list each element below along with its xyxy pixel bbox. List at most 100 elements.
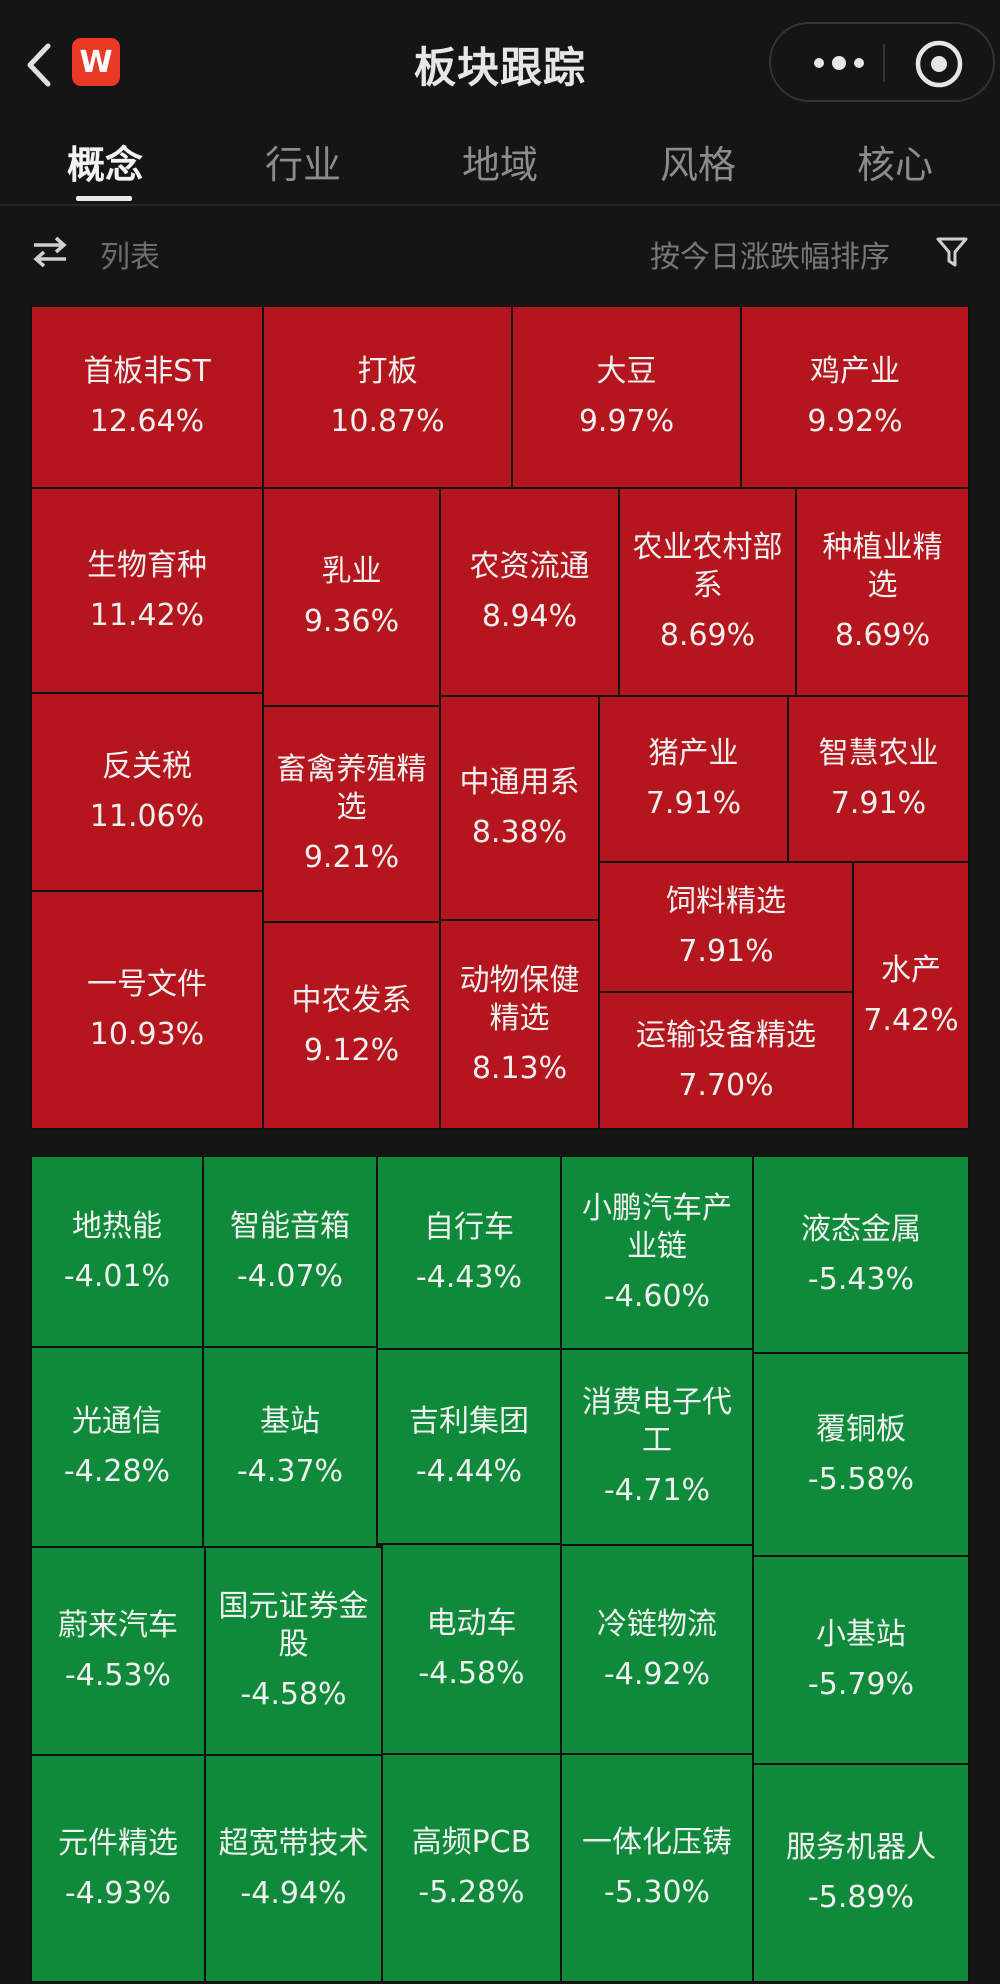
sector-name: 首板非ST [83, 354, 211, 389]
gainer-sector-tile[interactable]: 农业农村部系 8.69% [619, 488, 796, 696]
gainer-sector-tile[interactable]: 一号文件 10.93% [31, 891, 263, 1129]
loser-sector-tile[interactable]: 服务机器人 -5.89% [753, 1764, 969, 1982]
sector-change-percent: -4.37% [236, 1454, 344, 1489]
loser-sector-tile[interactable]: 基站 -4.37% [203, 1347, 377, 1547]
gainer-sector-tile[interactable]: 生物育种 11.42% [31, 488, 263, 693]
loser-sector-tile[interactable]: 超宽带技术 -4.94% [205, 1755, 382, 1982]
sector-name: 消费电子代工 [582, 1385, 732, 1458]
gainer-sector-tile[interactable]: 动物保健精选 8.13% [440, 920, 599, 1129]
sector-change-percent: 7.91% [645, 786, 742, 821]
gainer-sector-tile[interactable]: 种植业精选 8.69% [796, 488, 969, 696]
sector-change-percent: 11.42% [89, 597, 205, 633]
sector-change-percent: 7.91% [830, 786, 927, 821]
loser-sector-tile[interactable]: 蔚来汽车 -4.53% [31, 1547, 205, 1755]
sector-change-percent: -4.43% [415, 1259, 523, 1295]
more-options-icon[interactable] [799, 38, 879, 88]
loser-sector-tile[interactable]: 地热能 -4.01% [31, 1156, 203, 1347]
sector-change-percent: -4.28% [63, 1454, 171, 1489]
tab-style[interactable]: 风格 [659, 143, 736, 187]
tab-region[interactable]: 地域 [461, 143, 538, 187]
sector-name: 生物育种 [87, 547, 207, 583]
sector-change-percent: -4.92% [603, 1656, 711, 1692]
filter-icon[interactable] [934, 234, 970, 270]
back-arrow-icon[interactable] [22, 40, 58, 90]
gainer-sector-tile[interactable]: 水产 7.42% [853, 862, 969, 1129]
loser-sector-tile[interactable]: 自行车 -4.43% [377, 1156, 561, 1349]
loser-sector-tile[interactable]: 小鹏汽车产业链 -4.60% [561, 1156, 753, 1349]
tab-industry[interactable]: 行业 [264, 143, 341, 187]
losers-heatmap: 地热能 -4.01% 智能音箱 -4.07% 自行车 -4.43% 小鹏汽车产业链 -4.60… [31, 1156, 969, 1982]
sector-name: 中农发系 [291, 982, 412, 1018]
sector-name: 水产 [881, 952, 941, 988]
gainer-sector-tile[interactable]: 鸡产业 9.92% [741, 306, 969, 488]
page-title: 板块跟踪 [413, 43, 586, 92]
list-view-label[interactable]: 列表 [100, 240, 160, 275]
sector-change-percent: -4.07% [236, 1258, 344, 1294]
sector-name: 一号文件 [87, 967, 207, 1002]
loser-sector-tile[interactable]: 光通信 -4.28% [31, 1347, 203, 1547]
sector-change-percent: 7.70% [678, 1067, 774, 1103]
sector-name: 液态金属 [801, 1211, 921, 1247]
gainers-heatmap: 首板非ST 12.64% 打板 10.87% 大豆 9.97% 鸡产业 9.92% 生物育种 11… [31, 306, 969, 1129]
gainer-sector-tile[interactable]: 打板 10.87% [263, 306, 512, 488]
loser-sector-tile[interactable]: 一体化压铸 -5.30% [561, 1754, 753, 1982]
tab-concept[interactable]: 概念 [66, 143, 143, 187]
gainer-sector-tile[interactable]: 智慧农业 7.91% [788, 696, 969, 862]
sector-change-percent: 8.38% [471, 815, 568, 850]
loser-sector-tile[interactable]: 冷链物流 -4.92% [561, 1545, 753, 1754]
swap-view-icon[interactable] [30, 234, 70, 270]
loser-sector-tile[interactable]: 消费电子代工 -4.71% [561, 1349, 753, 1545]
sector-name: 冷链物流 [597, 1606, 717, 1642]
close-target-icon[interactable] [911, 36, 967, 92]
sector-name: 大豆 [596, 354, 657, 389]
sector-name: 饲料精选 [666, 884, 786, 919]
sector-name: 打板 [357, 354, 418, 389]
sector-name: 智慧农业 [818, 736, 939, 771]
sector-name: 蔚来汽车 [58, 1608, 178, 1643]
sector-name: 基站 [260, 1404, 320, 1439]
sector-change-percent: -5.28% [418, 1875, 525, 1910]
tab-core[interactable]: 核心 [856, 143, 933, 187]
gainer-sector-tile[interactable]: 猪产业 7.91% [599, 696, 788, 862]
sector-change-percent: 9.97% [578, 404, 675, 439]
gainer-sector-tile[interactable]: 中通用系 8.38% [440, 696, 599, 920]
gainer-sector-tile[interactable]: 首板非ST 12.64% [31, 306, 263, 488]
sector-change-percent: -5.30% [603, 1875, 711, 1910]
sector-name: 鸡产业 [810, 354, 900, 389]
active-tab-indicator [76, 196, 132, 201]
sector-name: 动物保健精选 [459, 962, 580, 1036]
gainer-sector-tile[interactable]: 运输设备精选 7.70% [599, 992, 853, 1129]
loser-sector-tile[interactable]: 液态金属 -5.43% [753, 1156, 969, 1353]
sector-name: 吉利集团 [409, 1403, 529, 1439]
sector-name: 猪产业 [648, 736, 739, 771]
sector-name: 智能音箱 [230, 1208, 350, 1244]
loser-sector-tile[interactable]: 覆铜板 -5.58% [753, 1353, 969, 1556]
loser-sector-tile[interactable]: 高频PCB -5.28% [382, 1754, 561, 1982]
sector-change-percent: -4.93% [64, 1875, 172, 1911]
sector-change-percent: 9.12% [303, 1032, 400, 1068]
loser-sector-tile[interactable]: 吉利集团 -4.44% [377, 1349, 561, 1544]
sector-change-percent: 8.13% [471, 1050, 568, 1086]
gainer-sector-tile[interactable]: 饲料精选 7.91% [599, 862, 853, 992]
sort-order-label[interactable]: 按今日涨跌幅排序 [650, 240, 890, 275]
gainer-sector-tile[interactable]: 大豆 9.97% [512, 306, 741, 488]
sector-change-percent: 9.21% [303, 840, 400, 875]
loser-sector-tile[interactable]: 元件精选 -4.93% [31, 1755, 205, 1982]
loser-sector-tile[interactable]: 国元证券金股 -4.58% [205, 1547, 382, 1755]
sector-name: 运输设备精选 [636, 1017, 816, 1053]
loser-sector-tile[interactable]: 智能音箱 -4.07% [203, 1156, 377, 1347]
sector-change-percent: -4.94% [240, 1875, 347, 1911]
sector-name: 中通用系 [459, 765, 580, 800]
gainer-sector-tile[interactable]: 反关税 11.06% [31, 693, 263, 891]
gainer-sector-tile[interactable]: 农资流通 8.94% [440, 488, 619, 696]
gainer-sector-tile[interactable]: 乳业 9.36% [263, 488, 440, 706]
gainer-sector-tile[interactable]: 中农发系 9.12% [263, 922, 440, 1129]
sector-name: 服务机器人 [786, 1830, 936, 1865]
gainer-sector-tile[interactable]: 畜禽养殖精选 9.21% [263, 706, 440, 922]
tabs-divider [0, 204, 1000, 206]
sector-change-percent: -4.58% [418, 1656, 525, 1691]
category-tabs: 概念 行业 地域 风格 核心 [0, 120, 1000, 200]
loser-sector-tile[interactable]: 电动车 -4.58% [382, 1544, 561, 1754]
loser-sector-tile[interactable]: 小基站 -5.79% [753, 1556, 969, 1764]
sector-name: 自行车 [424, 1209, 514, 1245]
